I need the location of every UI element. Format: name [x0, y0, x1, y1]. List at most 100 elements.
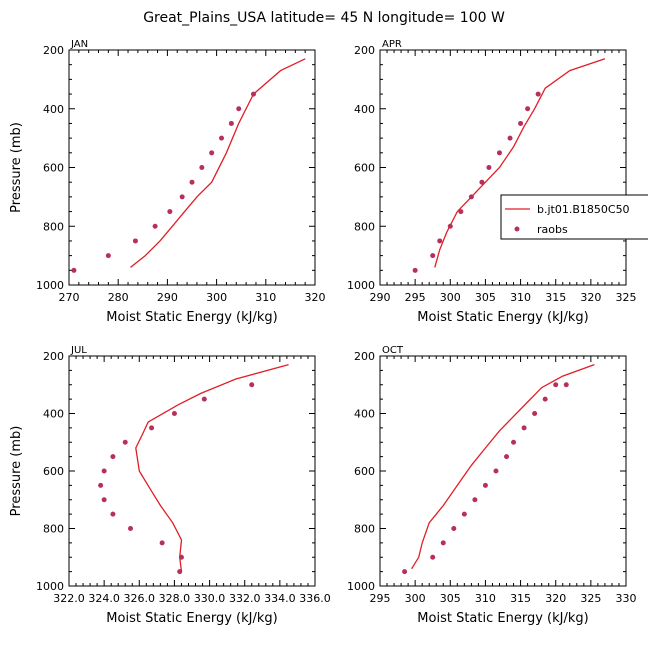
raobs-point: [101, 468, 107, 474]
raobs-point: [402, 569, 408, 575]
raobs-point: [110, 454, 116, 460]
raobs-point: [511, 439, 517, 445]
x-tick-label: 305: [440, 592, 461, 605]
legend: b.jt01.B1850C50 raobs: [500, 194, 648, 240]
x-axis-title: Moist Static Energy (kJ/kg): [106, 310, 277, 325]
raobs-point: [518, 120, 524, 126]
raobs-point: [101, 497, 107, 503]
y-tick-label: 200: [43, 350, 64, 363]
raobs-point: [189, 179, 195, 185]
y-tick-label: 1000: [36, 580, 64, 593]
raobs-point: [430, 253, 436, 259]
x-tick-label: 334.0: [264, 592, 296, 605]
panel-label-apr: APR: [382, 39, 402, 50]
raobs-point: [171, 411, 177, 416]
x-tick-label: 300: [206, 291, 227, 304]
x-tick-label: 310: [510, 291, 531, 304]
panel-label-jul: JUL: [70, 345, 87, 356]
x-axis-title: Moist Static Energy (kJ/kg): [106, 611, 277, 626]
raobs-point: [458, 209, 464, 215]
y-tick-label: 1000: [347, 279, 375, 292]
raobs-point: [132, 238, 138, 244]
raobs-point: [479, 179, 485, 185]
raobs-point: [98, 482, 104, 488]
legend-model-label: b.jt01.B1850C50: [537, 203, 630, 216]
raobs-point: [228, 120, 234, 126]
y-axis-title: Pressure (mb): [9, 122, 24, 213]
x-tick-label: 332.0: [229, 592, 261, 605]
x-tick-label: 300: [440, 291, 461, 304]
x-tick-label: 305: [475, 291, 496, 304]
raobs-point: [482, 482, 488, 488]
y-tick-label: 200: [43, 44, 64, 57]
figure-title: Great_Plains_USA latitude= 45 N longitud…: [143, 10, 505, 26]
x-tick-label: 325: [580, 592, 601, 605]
x-tick-label: 300: [405, 592, 426, 605]
panel-label-jan: JAN: [70, 39, 88, 50]
y-tick-label: 400: [43, 103, 64, 116]
raobs-point: [461, 511, 467, 517]
y-tick-label: 600: [354, 162, 375, 175]
raobs-point: [472, 497, 478, 503]
model-profile-line-jul: [135, 363, 289, 572]
raobs-point: [542, 396, 548, 402]
raobs-point: [236, 106, 242, 112]
y-tick-label: 600: [354, 465, 375, 478]
panel-label-oct: OCT: [382, 345, 404, 356]
raobs-point: [122, 439, 128, 445]
raobs-point: [251, 91, 256, 97]
y-tick-label: 800: [354, 523, 375, 536]
raobs-point: [71, 267, 77, 273]
raobs-point: [128, 526, 133, 531]
y-tick-label: 800: [43, 523, 64, 536]
y-tick-label: 200: [354, 350, 375, 363]
raobs-point: [167, 209, 173, 215]
x-tick-label: 320: [305, 291, 326, 304]
raobs-point: [201, 396, 207, 402]
raobs-point: [412, 267, 418, 273]
raobs-point: [199, 165, 205, 170]
raobs-point: [440, 540, 446, 546]
model-profile-line-oct: [411, 363, 595, 570]
model-profile-line-jan: [130, 58, 306, 268]
x-tick-label: 326.0: [124, 592, 156, 605]
y-tick-label: 400: [354, 103, 375, 116]
x-tick-label: 315: [545, 291, 566, 304]
x-tick-label: 336.0: [299, 592, 331, 605]
x-axis-title: Moist Static Energy (kJ/kg): [417, 310, 588, 325]
legend-box: [500, 194, 648, 240]
x-tick-label: 290: [157, 291, 178, 304]
plot-frame-apr: [379, 49, 627, 286]
legend-point-swatch: [514, 226, 520, 232]
x-tick-label: 325: [616, 291, 637, 304]
raobs-point: [179, 194, 185, 200]
y-tick-label: 1000: [36, 279, 64, 292]
raobs-point: [249, 382, 255, 388]
raobs-point: [437, 238, 443, 244]
raobs-point: [525, 106, 531, 112]
raobs-point: [521, 425, 527, 431]
y-tick-label: 400: [43, 408, 64, 421]
raobs-point: [532, 411, 538, 416]
raobs-point: [493, 468, 499, 474]
y-tick-label: 200: [354, 44, 375, 57]
raobs-point: [149, 425, 155, 431]
raobs-point: [504, 454, 510, 460]
y-tick-label: 800: [43, 220, 64, 233]
raobs-point: [105, 253, 111, 259]
plot-frame-jan: [68, 49, 316, 286]
x-tick-label: 320: [545, 592, 566, 605]
y-tick-label: 400: [354, 408, 375, 421]
x-tick-label: 295: [370, 592, 391, 605]
y-tick-label: 600: [43, 162, 64, 175]
x-tick-label: 280: [108, 291, 129, 304]
raobs-point: [159, 540, 165, 546]
y-tick-label: 1000: [347, 580, 375, 593]
raobs-point: [110, 511, 116, 517]
x-tick-label: 328.0: [159, 592, 191, 605]
